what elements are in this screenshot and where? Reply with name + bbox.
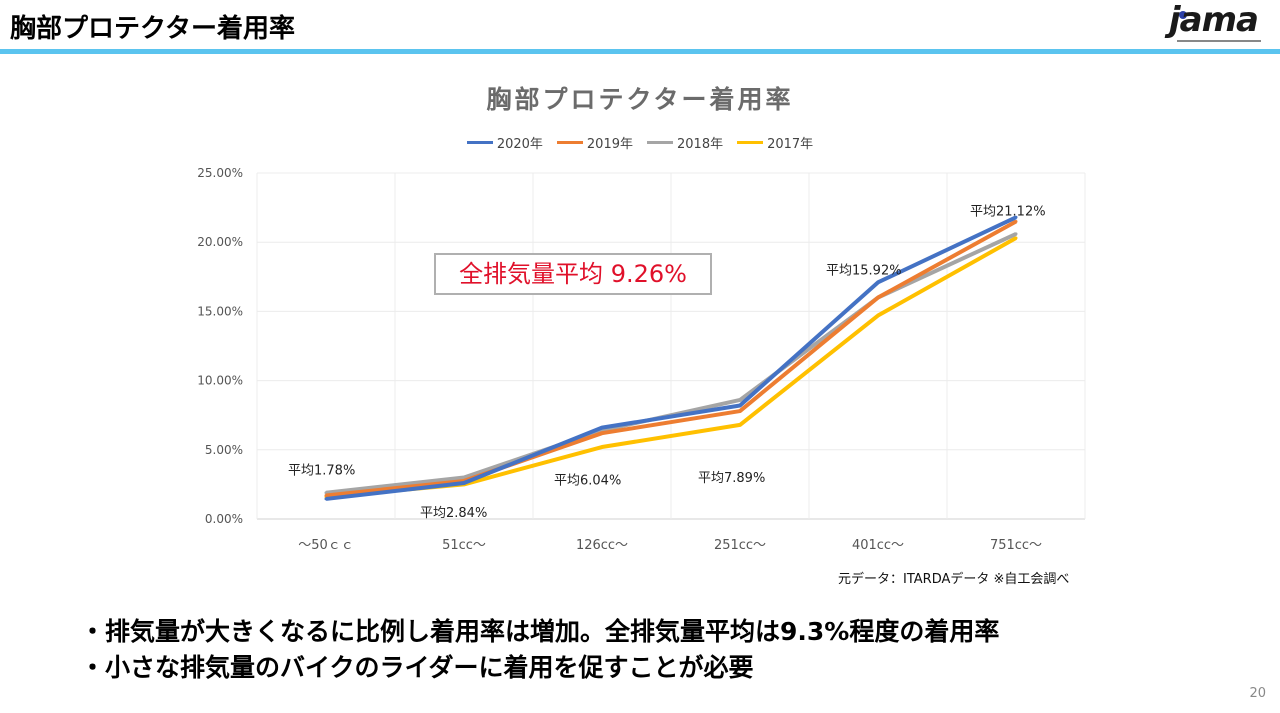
legend-label: 2018年 — [677, 137, 724, 152]
legend-swatch — [556, 141, 583, 144]
data-point — [600, 445, 604, 449]
header-divider — [0, 49, 1280, 54]
data-point — [738, 423, 742, 427]
legend-swatch — [647, 141, 673, 144]
overall-average-box: 全排気量平均 9.26% — [434, 253, 712, 295]
x-tick-label: 251cc～ — [714, 538, 766, 553]
average-data-label: 平均6.04% — [554, 474, 621, 489]
data-point — [324, 497, 328, 501]
chart-legend: 2020年 2019年 2018年 2017年 — [0, 133, 1280, 152]
series-line-2020年 — [325, 215, 1017, 501]
page-number: 20 — [1249, 686, 1266, 701]
legend-label: 2017年 — [767, 137, 814, 152]
x-tick-label: 401cc～ — [852, 538, 904, 553]
data-point — [876, 280, 880, 284]
data-point — [738, 409, 742, 413]
y-tick-label: 20.00% — [197, 235, 243, 249]
legend-item-2018: 2018年 — [647, 133, 723, 152]
x-tick-label: 51cc～ — [442, 538, 486, 553]
jama-logo: jama — [1165, 0, 1265, 46]
data-point — [462, 481, 466, 485]
y-tick-label: 5.00% — [205, 443, 243, 457]
data-point — [876, 314, 880, 318]
average-data-label: 平均1.78% — [288, 464, 355, 479]
y-tick-label: 0.00% — [205, 512, 243, 526]
bullet-1: ・排気量が大きくなるに比例し着用率は増加。全排気量平均は9.3%程度の着用率 — [80, 617, 1000, 646]
data-point — [738, 398, 742, 402]
y-tick-label: 10.00% — [197, 374, 243, 388]
x-tick-label: ～50ｃｃ — [298, 538, 354, 553]
data-point — [600, 431, 604, 435]
data-point — [1014, 232, 1018, 236]
y-tick-label: 15.00% — [197, 304, 243, 318]
data-point — [1014, 215, 1018, 219]
average-data-label: 平均7.89% — [698, 471, 765, 486]
legend-item-2020: 2020年 — [466, 133, 543, 152]
data-point — [1014, 219, 1018, 223]
legend-swatch — [466, 141, 493, 144]
average-data-label: 平均21.12% — [970, 205, 1046, 220]
legend-item-2017: 2017年 — [737, 133, 813, 152]
x-tick-label: 751cc～ — [990, 538, 1042, 553]
data-point — [1014, 236, 1018, 240]
logo-subtitle-line — [1177, 40, 1261, 42]
legend-label: 2019年 — [586, 137, 633, 152]
y-tick-label: 25.00% — [197, 166, 243, 180]
legend-swatch — [737, 141, 764, 144]
legend-item-2019: 2019年 — [556, 133, 633, 152]
bullet-2: ・小さな排気量のバイクのライダーに着用を促すことが必要 — [80, 653, 754, 682]
logo-text: jama — [1169, 0, 1259, 40]
series-line-2019年 — [325, 219, 1017, 498]
logo-dot — [1179, 11, 1187, 19]
slide-title: 胸部プロテクター着用率 — [10, 14, 295, 44]
x-tick-label: 126cc～ — [576, 538, 628, 553]
data-point — [462, 475, 466, 479]
data-point — [324, 493, 328, 497]
average-data-label: 平均15.92% — [826, 264, 902, 279]
source-note: 元データ：ITARDAデータ ※自工会調べ — [838, 572, 1070, 587]
average-data-label: 平均2.84% — [420, 506, 487, 521]
data-point — [876, 296, 880, 300]
data-point — [738, 404, 742, 408]
chart-title: 胸部プロテクター着用率 — [486, 85, 794, 114]
legend-label: 2020年 — [496, 137, 543, 152]
data-point — [600, 426, 604, 430]
